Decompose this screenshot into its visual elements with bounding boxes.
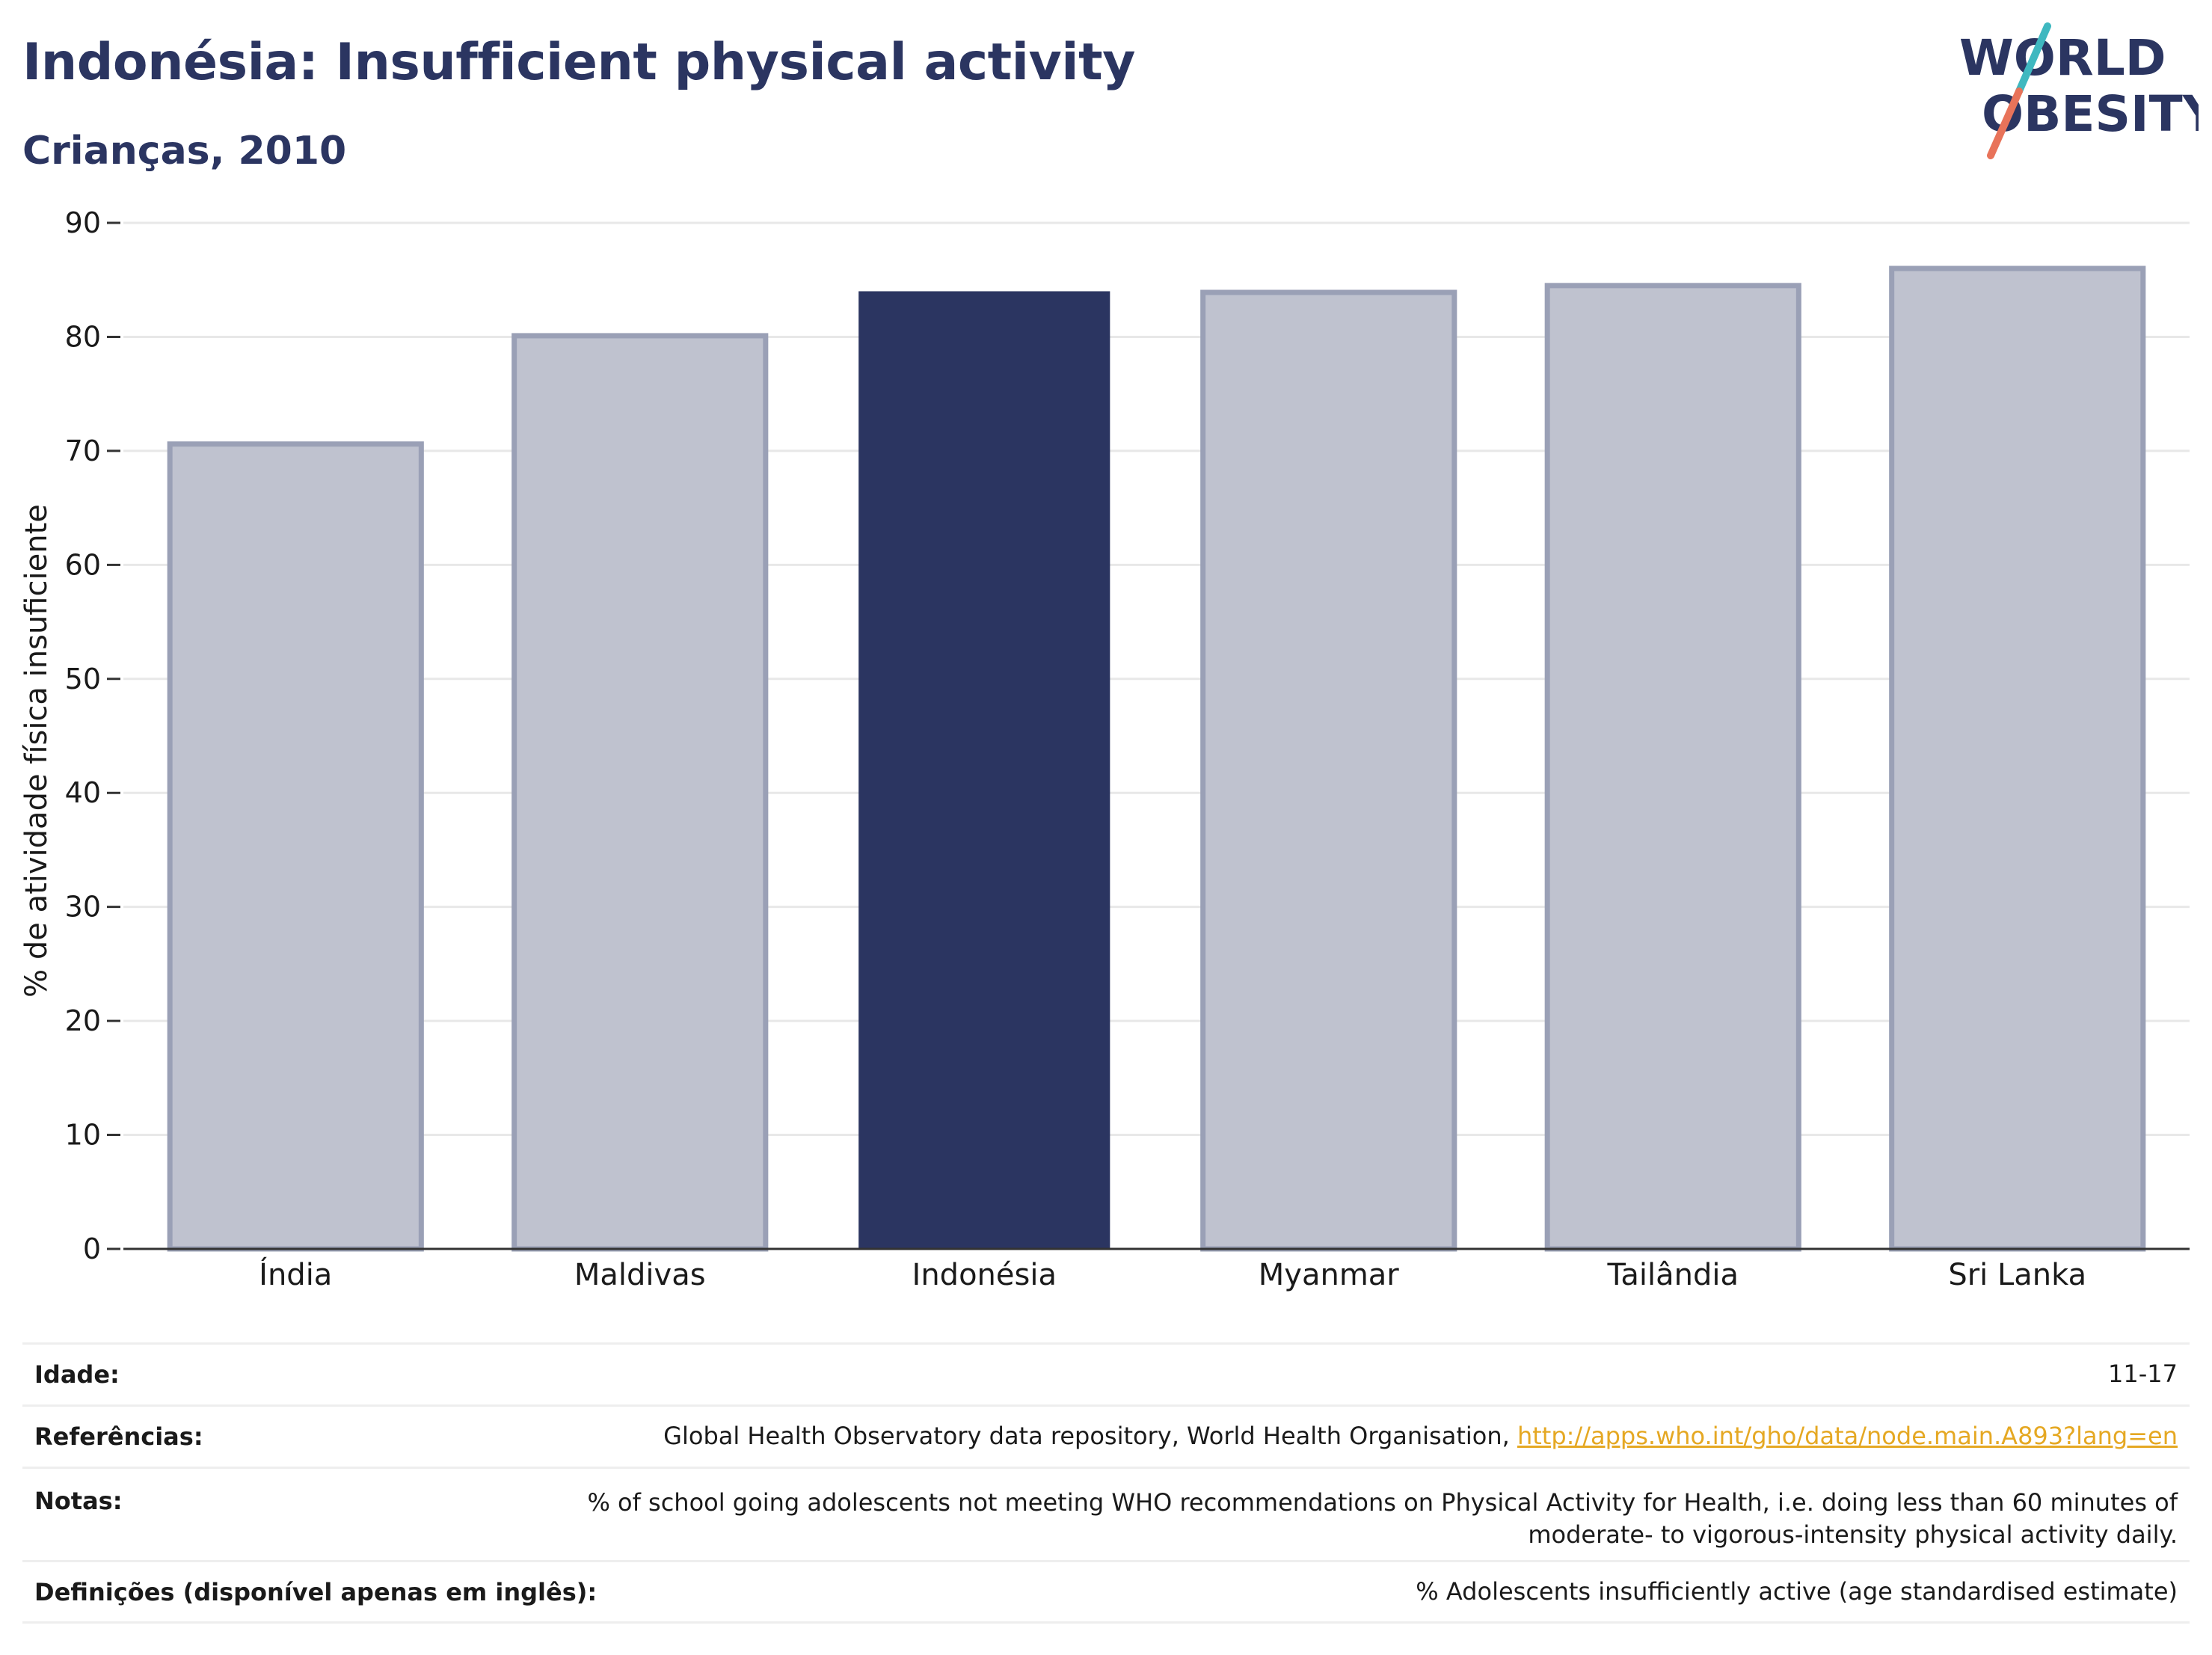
y-tick-label: 60 (65, 548, 101, 581)
page-title: Indonésia: Insufficient physical activit… (22, 33, 1135, 92)
logo-line-1: WORLD (1959, 29, 2166, 87)
x-tick-label: Myanmar (1259, 1258, 1400, 1292)
x-tick-label: Indonésia (912, 1258, 1057, 1292)
y-tick-label: 40 (65, 776, 101, 809)
notes-line-1: % of school going adolescents not meetin… (587, 1488, 2178, 1517)
info-bottom-rule (22, 1621, 2190, 1624)
y-tick-label: 10 (65, 1119, 101, 1152)
world-obesity-logo: WORLD OBESITY (1959, 22, 2199, 159)
y-tick-label: 30 (65, 891, 101, 924)
references-label: Referências: (34, 1422, 203, 1451)
logo-slash-teal-icon (2015, 22, 2051, 95)
y-tick-label: 70 (65, 435, 101, 467)
age-label: Idade: (34, 1360, 120, 1389)
page-subtitle: Crianças, 2010 (22, 129, 347, 174)
bar-chart: 0 10 20 30 40 50 60 70 80 90 Índia Maldivas Indonés… (19, 206, 2190, 1292)
y-tick-label: 20 (65, 1004, 101, 1037)
age-value: 11-17 (2108, 1360, 2178, 1389)
definitions-value: % Adolescents insufficiently active (age… (1416, 1577, 2178, 1606)
references-value: Global Health Observatory data repositor… (663, 1420, 2190, 1452)
info-row-age: Idade: 11-17 (22, 1342, 2190, 1404)
x-tick-labels: Índia Maldivas Indonésia Myanmar Tailândia Sr… (259, 1256, 2086, 1292)
x-tick-label: Maldivas (574, 1258, 706, 1292)
grid-lines (107, 221, 2190, 1250)
definitions-label: Definições (disponível apenas em inglês)… (34, 1578, 597, 1606)
logo-slash-coral-icon (1987, 87, 2023, 159)
y-tick-label: 90 (65, 206, 101, 239)
info-row-references: Referências: Global Health Observatory d… (22, 1404, 2190, 1467)
y-tick-label: 80 (65, 320, 101, 353)
bar-indonésia (858, 291, 1110, 1249)
bar-maldivas (511, 333, 769, 1252)
x-tick-label: Índia (259, 1256, 332, 1292)
references-text: Global Health Observatory data repositor… (663, 1422, 1510, 1451)
x-tick-label: Tailândia (1607, 1258, 1739, 1292)
bar-tailândia (1544, 283, 1801, 1252)
y-tick-label: 0 (83, 1232, 101, 1265)
bar-myanmar (1200, 289, 1457, 1252)
y-axis-label: % de atividade física insuficiente (19, 504, 54, 998)
notes-value: % of school going adolescents not meetin… (587, 1487, 2190, 1551)
info-row-definitions: Definições (disponível apenas em inglês)… (22, 1560, 2190, 1622)
bar-sri-lanka (1889, 265, 2146, 1252)
bars (167, 265, 2146, 1252)
references-link[interactable]: http://apps.who.int/gho/data/node.main.A… (1517, 1422, 2178, 1451)
y-tick-label: 50 (65, 663, 101, 696)
y-tick-labels: 0 10 20 30 40 50 60 70 80 90 (65, 206, 101, 1265)
bar-índia (167, 441, 424, 1252)
notes-label: Notas: (34, 1487, 123, 1515)
notes-line-2: moderate- to vigorous-intensity physical… (1528, 1520, 2178, 1550)
info-row-notes: Notas: % of school going adolescents not… (22, 1467, 2190, 1558)
x-tick-label: Sri Lanka (1948, 1258, 2086, 1292)
